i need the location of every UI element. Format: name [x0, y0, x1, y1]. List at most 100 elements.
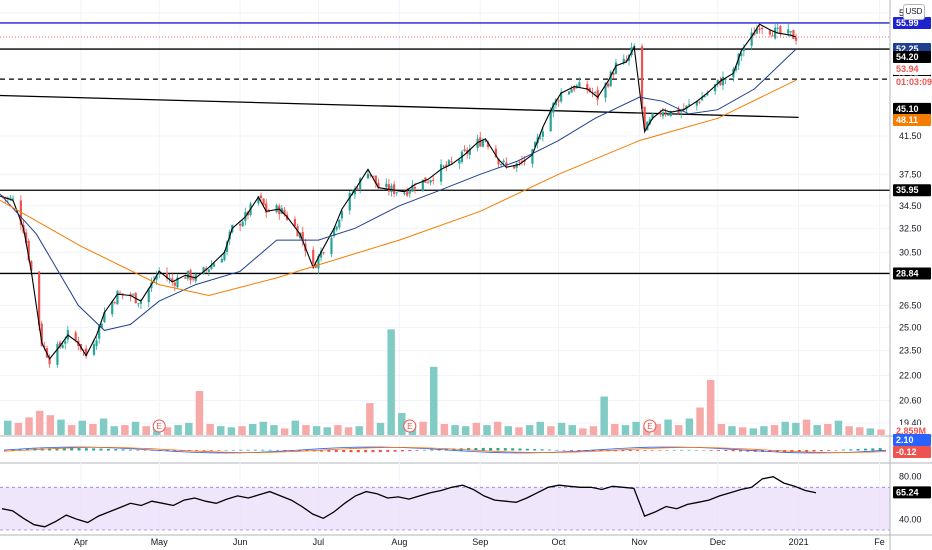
volume-bar — [185, 422, 193, 435]
candle-body — [278, 205, 281, 215]
volume-bar — [749, 428, 757, 435]
candle-body — [11, 198, 15, 200]
time-tick-label: 2021 — [789, 537, 809, 547]
macd-histogram-bar — [261, 449, 265, 451]
volume-bar — [877, 429, 885, 435]
candle-body — [207, 269, 210, 272]
support-resistance-lines — [0, 22, 890, 275]
candle-body — [421, 179, 424, 191]
volume-bar — [25, 417, 33, 435]
trend-line-tag-bg — [893, 102, 931, 115]
candle-body — [283, 209, 286, 215]
level-tag: 52.25 — [896, 44, 919, 54]
candle-body — [27, 240, 30, 261]
candle-body — [486, 141, 490, 147]
candle-body — [721, 76, 725, 86]
volume-bar — [824, 424, 832, 435]
candle-body — [24, 232, 28, 244]
price-tag-bg — [893, 76, 931, 88]
level-tag: 35.95 — [896, 185, 919, 195]
macd-histogram-bar — [665, 449, 669, 451]
candle-body — [280, 208, 283, 214]
macd-histogram-bar — [378, 450, 382, 453]
macd-histogram-bar — [371, 450, 375, 453]
macd-histogram-bar — [805, 450, 809, 452]
volume-bar — [238, 426, 246, 435]
volume-bar — [472, 422, 481, 435]
macd-histogram-bar — [99, 448, 103, 451]
candle-body — [293, 219, 297, 227]
candle-body — [719, 80, 722, 86]
volume-bar — [387, 329, 395, 435]
macd-histogram-bar — [577, 450, 581, 452]
earnings-marker — [643, 419, 657, 433]
macd-tag-bg — [893, 446, 931, 458]
candle-body — [771, 35, 774, 37]
macd-histogram-bar — [173, 450, 177, 451]
macd-histogram-bar — [871, 448, 875, 451]
candle-body — [56, 344, 59, 365]
time-axis[interactable]: Apr May Jun Jul Aug Sep Oct Nov Dec 2021 Fe — [74, 537, 885, 547]
candle-body — [740, 52, 743, 57]
macd-tag: 2.10 — [896, 435, 914, 445]
volume-bar — [195, 391, 204, 435]
price-axis[interactable]: 57.5041.5037.5034.5032.5030.5026.5025.00… — [889, 0, 922, 550]
candle-body — [703, 96, 706, 98]
macd-histogram-bar — [694, 449, 698, 451]
time-tick-label: Apr — [74, 537, 88, 547]
macd-histogram-bar — [724, 450, 728, 452]
volume-bar — [121, 425, 129, 435]
volume-bar — [493, 421, 502, 435]
candle-body — [742, 47, 745, 52]
price-tick-label: 19.40 — [899, 418, 922, 428]
candle-body — [557, 100, 560, 102]
macd-histogram-bar — [716, 450, 720, 451]
macd-histogram-bar — [55, 448, 59, 451]
candle-body — [265, 203, 268, 213]
price-tag-bg — [893, 51, 931, 63]
volume-bar — [67, 425, 76, 435]
time-tick-label: Aug — [391, 537, 407, 547]
macd-histogram-bar — [621, 450, 625, 452]
candle-body — [338, 219, 341, 228]
candle-body — [776, 27, 779, 29]
sma-short-line — [0, 48, 797, 331]
time-tick-label: Dec — [710, 537, 727, 547]
macd-histogram-bar — [209, 450, 213, 451]
candle-body — [774, 27, 777, 39]
price-tick-label: 41.50 — [899, 131, 922, 141]
candle-body — [573, 87, 576, 90]
price-tick-label: 20.60 — [899, 395, 922, 405]
macd-histogram-bar — [327, 450, 331, 452]
macd-histogram-bar — [62, 448, 66, 451]
volume-bar — [355, 426, 363, 435]
volume-bar — [760, 426, 768, 435]
volume-bar — [621, 425, 630, 435]
candle-body — [531, 149, 534, 164]
macd-histogram-bar — [342, 450, 346, 453]
candle-body — [408, 191, 411, 194]
macd-histogram-bar — [246, 449, 250, 451]
candle-body — [505, 162, 508, 166]
time-tick-label: Jul — [313, 537, 325, 547]
currency-button[interactable]: USD — [903, 4, 925, 20]
candle-body — [794, 37, 798, 41]
macd-histogram-bar — [143, 450, 147, 451]
candle-body — [335, 226, 338, 230]
macd-histogram-bar — [739, 450, 742, 452]
level-tag-bg — [893, 267, 931, 280]
price-tick-label: 34.50 — [899, 201, 922, 211]
candles — [1, 23, 798, 368]
volume-bar — [227, 427, 236, 435]
candle-body — [92, 344, 96, 355]
ema-fast-line — [0, 23, 797, 360]
candle-body — [539, 138, 542, 140]
candle-body — [395, 192, 398, 194]
macd-histogram-bar — [768, 450, 772, 453]
volume-bar — [46, 415, 55, 435]
macd-histogram-bar — [106, 448, 110, 451]
candle-body — [220, 259, 223, 263]
candle-body — [330, 238, 333, 255]
macd-histogram-bar — [775, 450, 779, 453]
